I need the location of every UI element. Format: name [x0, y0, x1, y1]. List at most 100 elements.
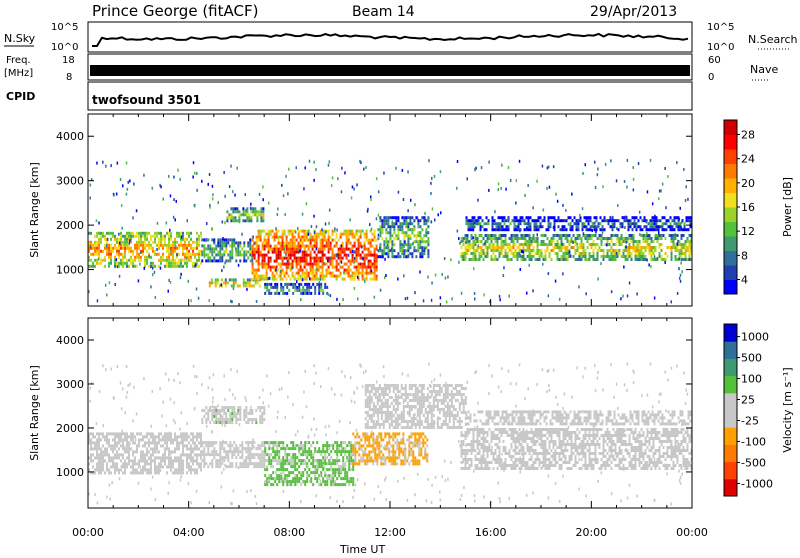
- cell: [203, 247, 205, 250]
- cell: [207, 465, 209, 468]
- cell: [618, 219, 620, 222]
- scatter-cell: [424, 212, 426, 215]
- cell: [364, 450, 366, 453]
- cell: [158, 259, 160, 262]
- cell: [509, 243, 511, 246]
- cell: [219, 238, 221, 241]
- cell: [154, 444, 156, 447]
- cell: [328, 257, 330, 260]
- cell: [308, 292, 310, 295]
- scatter-cell: [405, 297, 407, 300]
- cell: [640, 216, 642, 219]
- scatter-cell: [235, 247, 237, 250]
- cell: [372, 263, 374, 266]
- scatter-cell: [557, 200, 559, 203]
- cell: [480, 225, 482, 228]
- scatter-cell: [124, 243, 126, 246]
- cell: [511, 237, 513, 240]
- cell: [104, 450, 106, 453]
- cell: [581, 237, 583, 240]
- cell: [364, 435, 366, 438]
- cell: [300, 260, 302, 263]
- scatter-cell: [90, 245, 92, 248]
- cell: [249, 450, 251, 453]
- scatter-cell: [323, 262, 325, 265]
- cell: [209, 247, 211, 250]
- cell: [370, 245, 372, 248]
- freq-trace-band: [90, 65, 690, 76]
- cell: [249, 447, 251, 450]
- cell: [223, 281, 225, 284]
- cell: [362, 435, 364, 438]
- cell: [372, 245, 374, 248]
- scatter-cell: [222, 221, 224, 224]
- cell: [266, 483, 268, 486]
- scatter-cell: [283, 288, 285, 291]
- cell: [572, 219, 574, 222]
- cell: [160, 444, 162, 447]
- cell: [644, 216, 646, 219]
- cell: [138, 471, 140, 474]
- cell: [362, 450, 364, 453]
- cell: [164, 462, 166, 465]
- scatter-cell: [597, 173, 599, 176]
- cell: [211, 450, 213, 453]
- cell: [360, 257, 362, 260]
- cell: [471, 234, 473, 237]
- cell: [671, 246, 673, 249]
- cell: [412, 453, 414, 456]
- cell: [190, 444, 192, 447]
- cell: [659, 252, 661, 255]
- cell: [278, 257, 280, 260]
- cell: [690, 219, 692, 222]
- cell: [112, 438, 114, 441]
- cell: [92, 447, 94, 450]
- cell: [396, 444, 398, 447]
- cell: [168, 241, 170, 244]
- cell: [354, 435, 356, 438]
- cell: [603, 249, 605, 252]
- cell: [266, 263, 268, 266]
- cell: [426, 459, 428, 462]
- cell: [330, 456, 332, 459]
- cell: [261, 450, 263, 453]
- cell: [172, 250, 174, 253]
- cell: [535, 240, 537, 243]
- cell: [178, 244, 180, 247]
- cell: [235, 456, 237, 459]
- cell: [465, 246, 467, 249]
- scatter-cell: [650, 159, 652, 162]
- colorbar-swatch: [724, 178, 737, 193]
- cell: [241, 456, 243, 459]
- cell: [306, 441, 308, 444]
- cell: [352, 278, 354, 281]
- cell: [249, 278, 251, 281]
- cell: [354, 447, 356, 450]
- cell: [162, 238, 164, 241]
- cell: [201, 409, 203, 412]
- cell: [375, 393, 377, 396]
- cell: [306, 474, 308, 477]
- cell: [251, 409, 253, 412]
- cell: [136, 235, 138, 238]
- cell: [542, 219, 544, 222]
- cell: [516, 228, 518, 231]
- cell: [136, 450, 138, 453]
- cell: [348, 468, 350, 471]
- scatter-cell: [320, 278, 322, 281]
- cell: [94, 444, 96, 447]
- cell: [304, 275, 306, 278]
- cell: [312, 263, 314, 266]
- cell: [286, 272, 288, 275]
- scatter-cell: [223, 265, 225, 268]
- cell: [160, 238, 162, 241]
- cell: [374, 456, 376, 459]
- cell: [300, 245, 302, 248]
- cell: [201, 250, 203, 253]
- cell: [276, 236, 278, 239]
- cell: [344, 477, 346, 480]
- cell: [395, 234, 397, 237]
- cell: [615, 243, 617, 246]
- cell: [392, 462, 394, 465]
- cell: [310, 266, 312, 269]
